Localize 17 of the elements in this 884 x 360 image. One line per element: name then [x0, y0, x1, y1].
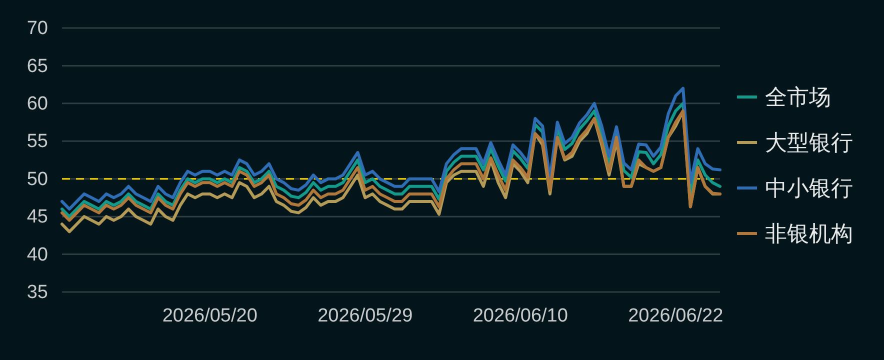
- x-tick-label: 2026/06/10: [472, 305, 568, 326]
- y-tick-label: 65: [26, 56, 48, 77]
- x-tick-label: 2026/05/20: [162, 305, 258, 326]
- x-tick-label: 2026/05/29: [318, 305, 413, 326]
- y-tick-label: 45: [26, 206, 48, 228]
- y-tick-label: 50: [26, 168, 48, 190]
- legend-label: 非银机构: [765, 221, 853, 246]
- y-tick-label: 55: [26, 131, 48, 152]
- legend-label: 大型银行: [765, 130, 853, 156]
- y-tick-label: 40: [26, 244, 48, 266]
- x-tick-label: 2026/06/22: [628, 305, 724, 326]
- line-series: [60, 86, 722, 211]
- legend-label: 全市场: [765, 84, 831, 110]
- y-tick-label: 35: [26, 282, 48, 304]
- y-tick-label: 60: [26, 94, 48, 115]
- legend-label: 中小银行: [765, 176, 853, 201]
- y-tick-label: 70: [26, 18, 48, 40]
